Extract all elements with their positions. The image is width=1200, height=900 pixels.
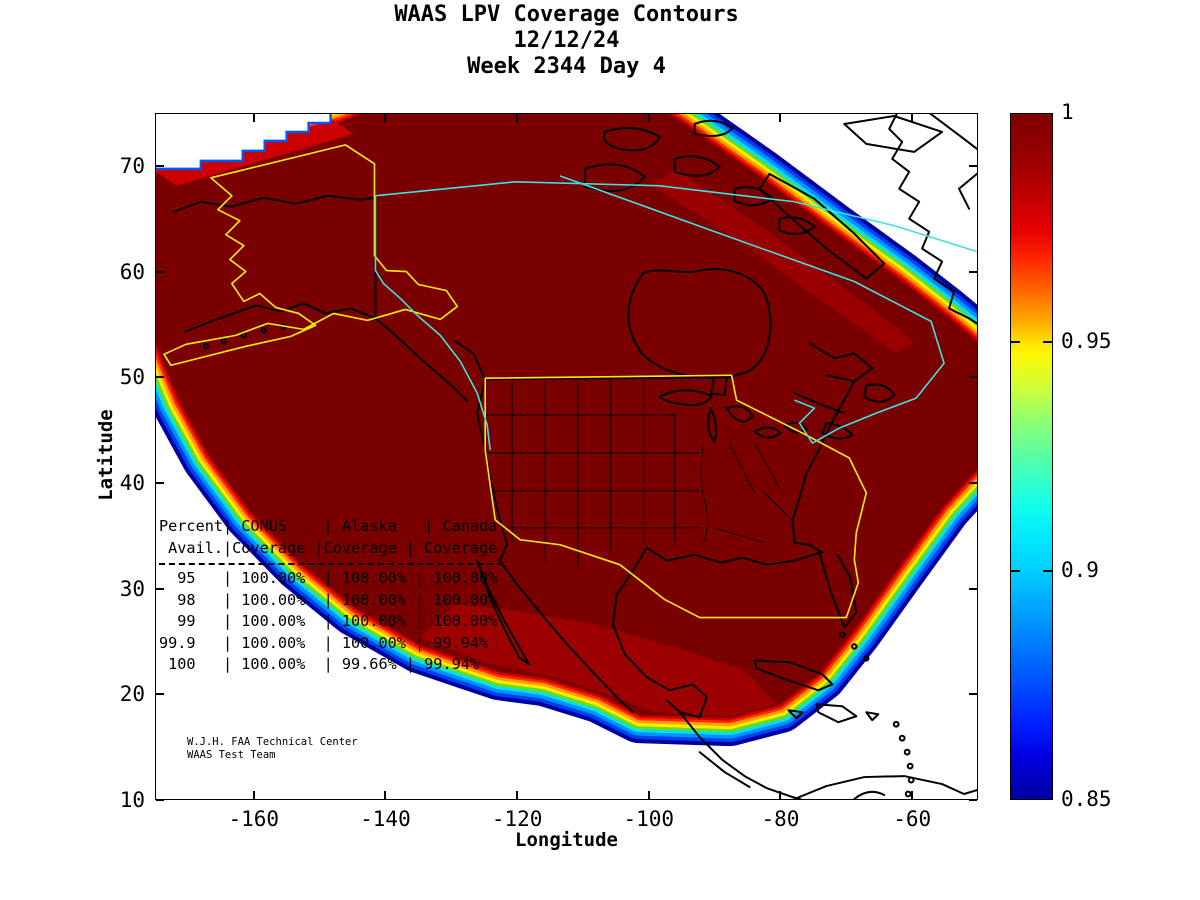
- y-tick-right: [969, 693, 977, 696]
- y-tick: [156, 799, 164, 801]
- credit-line-1: W.J.H. FAA Technical Center: [187, 736, 358, 748]
- y-tick-right: [969, 587, 977, 590]
- table-row: 99.9 | 100.00% | 100.00% | 99.94%: [159, 633, 489, 652]
- state-boundaries: [485, 379, 795, 568]
- y-tick: [156, 587, 164, 590]
- y-tick-right: [969, 164, 977, 167]
- chart-title: WAAS LPV Coverage Contours: [394, 2, 739, 27]
- y-tick-label: 40: [119, 470, 145, 495]
- y-tick-right: [969, 270, 977, 273]
- y-tick-right: [969, 376, 977, 379]
- x-tick: [647, 791, 650, 799]
- colorbar-tick-label: 0.85: [1061, 787, 1112, 811]
- mexico-coast: [476, 546, 708, 719]
- colorbar-tick: [1043, 341, 1052, 343]
- chart-week-day: Week 2344 Day 4: [467, 54, 666, 79]
- y-tick: [156, 481, 164, 484]
- no-coverage-staircase: [156, 114, 332, 171]
- coverage-map: [156, 114, 977, 799]
- y-tick: [156, 164, 164, 167]
- canada-west-boundary: [374, 195, 491, 451]
- greenland-coast: [888, 114, 977, 325]
- table-row: 99 | 100.00% | 100.00% | 100.00%: [159, 612, 498, 630]
- credit-text: W.J.H. FAA Technical Center WAAS Test Te…: [187, 736, 358, 762]
- y-tick: [156, 693, 164, 696]
- availability-table-overlay: Percent| CONUS | Alaska | Canada Avail.|…: [159, 516, 503, 676]
- central-america-coast: [678, 711, 803, 799]
- caribbean-islands: [753, 659, 880, 724]
- hudson-bay: [627, 268, 772, 397]
- y-tick-label: 60: [119, 259, 145, 284]
- y-tick-right: [969, 481, 977, 484]
- table-header-line: Avail.|Coverage |Coverage | Coverage: [159, 538, 498, 557]
- colorbar-tick-label: 0.9: [1061, 558, 1099, 582]
- chart-date: 12/12/24: [513, 28, 620, 53]
- service-volume-boundaries-cyan: [374, 175, 977, 451]
- y-tick: [156, 376, 164, 379]
- x-tick: [779, 791, 782, 799]
- y-tick-label: 50: [119, 365, 145, 390]
- x-tick: [252, 791, 255, 799]
- x-tick-label: -100: [623, 807, 675, 831]
- plot-area: Percent| CONUS | Alaska | Canada Avail.|…: [155, 113, 978, 800]
- x-tick-top: [516, 114, 519, 122]
- canada-diagonal-boundary: [559, 175, 945, 444]
- x-tick-top: [911, 114, 914, 122]
- coastlines: [172, 114, 977, 799]
- x-tick-top: [384, 114, 387, 122]
- x-tick-label: -140: [360, 807, 411, 831]
- y-tick-label: 70: [119, 153, 145, 178]
- service-volume-boundaries-yellow: [163, 144, 868, 619]
- y-tick-label: 10: [119, 788, 145, 812]
- table-header-line: Percent| CONUS | Alaska | Canada: [159, 517, 498, 535]
- alaska-coast: [172, 194, 469, 403]
- x-tick: [384, 791, 387, 799]
- y-axis-label: Latitude: [95, 409, 117, 501]
- x-tick-label: -60: [893, 807, 932, 831]
- x-axis-label: Longitude: [515, 829, 618, 851]
- chart-title-block: WAAS LPV Coverage Contours 12/12/24 Week…: [155, 2, 978, 80]
- south-america-coast: [793, 775, 977, 799]
- colorbar-tick-label: 0.95: [1061, 329, 1112, 353]
- us-borders-coasts: [454, 340, 856, 566]
- colorbar-tick-label: 1: [1061, 100, 1074, 124]
- great-lakes: [658, 389, 808, 444]
- table-row: 95 | 100.00% | 100.00% | 100.00%: [159, 569, 498, 587]
- table-separator: [159, 563, 503, 565]
- florida-coast: [818, 551, 858, 629]
- colorbar-tick: [1043, 570, 1052, 572]
- x-tick-label: -160: [228, 807, 280, 831]
- x-tick-label: -80: [761, 807, 800, 831]
- alaska-service-boundary: [163, 144, 459, 367]
- east-canada-coast: [793, 342, 896, 440]
- credit-line-2: WAAS Test Team: [187, 749, 276, 761]
- colorbar-tick: [1011, 341, 1020, 343]
- x-tick-top: [647, 114, 650, 122]
- colorbar: [1010, 113, 1053, 800]
- x-tick: [516, 791, 519, 799]
- table-row: 98 | 100.00% | 100.00% | 100.00%: [159, 590, 498, 609]
- x-tick-label: -120: [491, 807, 543, 831]
- y-tick-label: 30: [119, 576, 145, 601]
- colorbar-tick: [1011, 570, 1020, 572]
- x-tick-top: [252, 114, 255, 122]
- canada-north-boundary: [375, 181, 977, 253]
- x-tick: [911, 791, 914, 799]
- conus-service-boundary: [484, 374, 868, 619]
- y-tick-label: 20: [119, 682, 145, 707]
- y-tick-right: [969, 799, 977, 801]
- table-row: 100 | 100.00% | 99.66% | 99.94%: [159, 655, 480, 673]
- x-tick-top: [779, 114, 782, 122]
- y-tick: [156, 270, 164, 273]
- coverage-inner-shading: [156, 119, 915, 717]
